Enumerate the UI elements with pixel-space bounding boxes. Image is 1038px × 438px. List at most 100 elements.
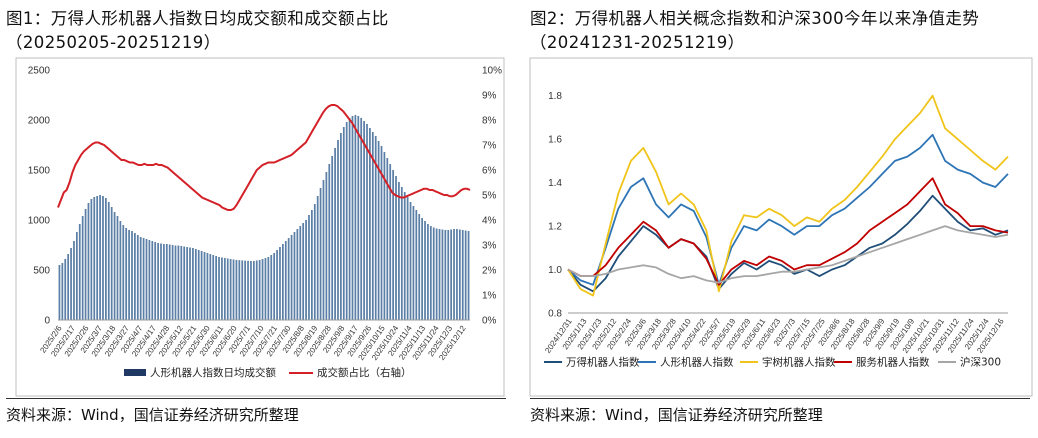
left-bar xyxy=(418,214,421,320)
left-y2-tick-label: 5% xyxy=(482,191,497,202)
left-bar xyxy=(67,254,70,320)
left-bar xyxy=(255,260,258,320)
left-bar xyxy=(334,148,336,320)
left-share-line xyxy=(57,104,471,211)
left-y-tick-label: 500 xyxy=(33,266,50,277)
right-title-line2: （20241231-20251219） xyxy=(530,33,745,52)
left-bar xyxy=(226,258,229,320)
left-bar xyxy=(467,231,470,320)
left-bar xyxy=(325,172,328,320)
left-title-line2: （20250205-20251219） xyxy=(6,33,221,52)
left-bar xyxy=(102,196,104,320)
left-bar xyxy=(218,257,220,320)
left-y2-tick-label: 2% xyxy=(482,266,497,277)
left-bar xyxy=(160,243,162,320)
left-bar xyxy=(122,225,125,320)
left-source-rule xyxy=(6,398,506,399)
right-legend-label: 万得机器人指数 xyxy=(566,356,640,369)
left-bar xyxy=(441,229,444,320)
left-bar xyxy=(186,247,188,320)
right-legend-label: 沪深300 xyxy=(960,356,1001,369)
left-bar xyxy=(273,253,276,320)
left-bar xyxy=(340,133,342,320)
left-bar xyxy=(116,216,119,320)
right-y-tick-label: 1.6 xyxy=(548,135,562,146)
left-bar xyxy=(151,241,154,320)
left-bar xyxy=(328,164,331,320)
right-source-rule xyxy=(530,398,1030,399)
left-bar xyxy=(241,260,244,320)
left-bar xyxy=(81,216,84,320)
left-bar xyxy=(313,204,316,320)
left-bar xyxy=(93,197,96,320)
left-bar xyxy=(348,118,351,320)
left-bar xyxy=(377,141,380,320)
left-bar xyxy=(319,188,322,320)
left-bar xyxy=(409,202,412,320)
left-bar xyxy=(308,215,310,320)
left-bar xyxy=(331,156,334,320)
left-bar xyxy=(197,250,200,320)
right-legend-label: 宇树机器人指数 xyxy=(762,356,836,369)
left-bar xyxy=(168,244,171,320)
left-bar xyxy=(270,255,273,320)
left-bar xyxy=(209,254,212,320)
left-bar xyxy=(61,263,64,320)
left-bar xyxy=(464,230,467,320)
left-bar xyxy=(157,243,159,320)
left-bar xyxy=(290,235,293,320)
left-bar xyxy=(400,187,403,320)
left-bar xyxy=(215,256,217,320)
right-chart: 0.81.01.21.41.61.82024/12/312025/1/13202… xyxy=(529,57,1033,397)
left-bar xyxy=(250,261,252,320)
left-bar xyxy=(380,146,383,320)
left-bar xyxy=(287,238,290,320)
right-legend-label: 服务机器人指数 xyxy=(856,356,930,369)
left-bar xyxy=(128,230,130,320)
left-bar xyxy=(435,228,438,320)
left-bar xyxy=(113,212,116,320)
left-bar xyxy=(64,259,67,320)
left-bar xyxy=(136,235,139,320)
left-bar xyxy=(206,253,209,320)
left-bar xyxy=(415,210,418,320)
left-bar xyxy=(360,118,363,320)
right-source: 资料来源：Wind，国信证券经济研究所整理 xyxy=(530,406,823,424)
left-bar xyxy=(412,206,415,320)
left-bar xyxy=(232,259,235,320)
left-bar xyxy=(322,180,325,320)
left-bar xyxy=(363,121,365,320)
left-bar xyxy=(398,182,400,320)
left-bar xyxy=(78,224,81,320)
left-bar xyxy=(424,221,426,320)
left-bar xyxy=(342,127,345,320)
left-bar xyxy=(58,265,61,320)
left-bar xyxy=(73,241,75,320)
left-bar xyxy=(171,245,174,320)
left-bar xyxy=(438,229,441,320)
left-bar xyxy=(258,260,261,320)
right-series-line xyxy=(567,194,1009,293)
left-bar xyxy=(357,116,360,320)
left-bar xyxy=(432,227,435,320)
left-bar xyxy=(200,251,203,320)
right-legend-label: 人形机器人指数 xyxy=(660,356,734,369)
left-bar xyxy=(316,196,319,320)
left-y2-tick-label: 9% xyxy=(482,91,497,102)
left-bar xyxy=(203,252,206,320)
left-bar xyxy=(453,229,455,320)
left-bar xyxy=(429,226,432,320)
left-bar xyxy=(125,228,128,320)
left-bar xyxy=(223,258,226,320)
left-y2-tick-label: 0% xyxy=(482,316,497,327)
left-bar xyxy=(145,239,148,320)
left-y2-tick-label: 4% xyxy=(482,216,497,227)
left-bar xyxy=(392,170,394,320)
right-series-line xyxy=(567,133,1009,286)
left-bar xyxy=(183,246,186,320)
left-y-tick-label: 1500 xyxy=(28,166,51,177)
left-bar xyxy=(421,218,423,320)
left-bar xyxy=(180,246,183,320)
left-legend-bar-label: 人形机器人指数日均成交额 xyxy=(150,366,276,379)
right-series-line xyxy=(567,177,1009,286)
